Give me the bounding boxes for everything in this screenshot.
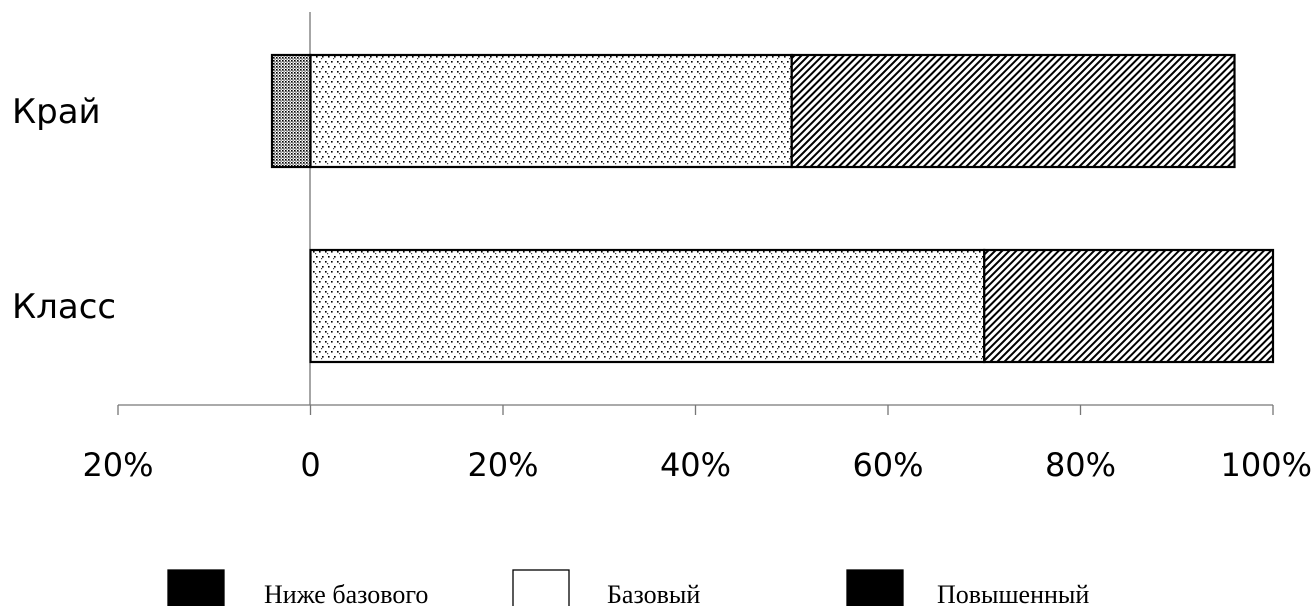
category-labels: Край Класс xyxy=(12,92,116,327)
legend-label: Ниже базового xyxy=(264,580,428,606)
legend-label: Повышенный xyxy=(937,580,1089,606)
legend-swatch xyxy=(167,569,225,606)
bar-segment-klass-sparse-dots xyxy=(309,248,986,364)
x-tick-label: 100% xyxy=(1221,446,1312,484)
bar-segment-krai-dense-dots xyxy=(270,53,312,169)
bar-segment-krai-diagonal-hatch xyxy=(790,53,1236,169)
x-tick-label: 20% xyxy=(82,446,153,484)
x-tick-label: 40% xyxy=(660,446,731,484)
category-label: Класс xyxy=(12,287,116,327)
x-tick-label: 80% xyxy=(1045,446,1116,484)
bars xyxy=(270,53,1275,364)
x-axis: 20% 0 20% 40% 60% 80% 100% xyxy=(82,404,1312,484)
bar-segment-krai-sparse-dots xyxy=(309,53,793,169)
legend-swatch xyxy=(512,569,570,606)
x-tick-label: 0 xyxy=(300,446,320,484)
legend: Ниже базового Базовый Повышенный xyxy=(167,569,1089,606)
category-label: Край xyxy=(12,92,101,132)
x-tick-label: 60% xyxy=(852,446,923,484)
x-tick-label: 20% xyxy=(467,446,538,484)
bar-segment-klass-diagonal-hatch xyxy=(983,248,1275,364)
legend-label: Базовый xyxy=(607,580,700,606)
legend-swatch xyxy=(846,569,904,606)
